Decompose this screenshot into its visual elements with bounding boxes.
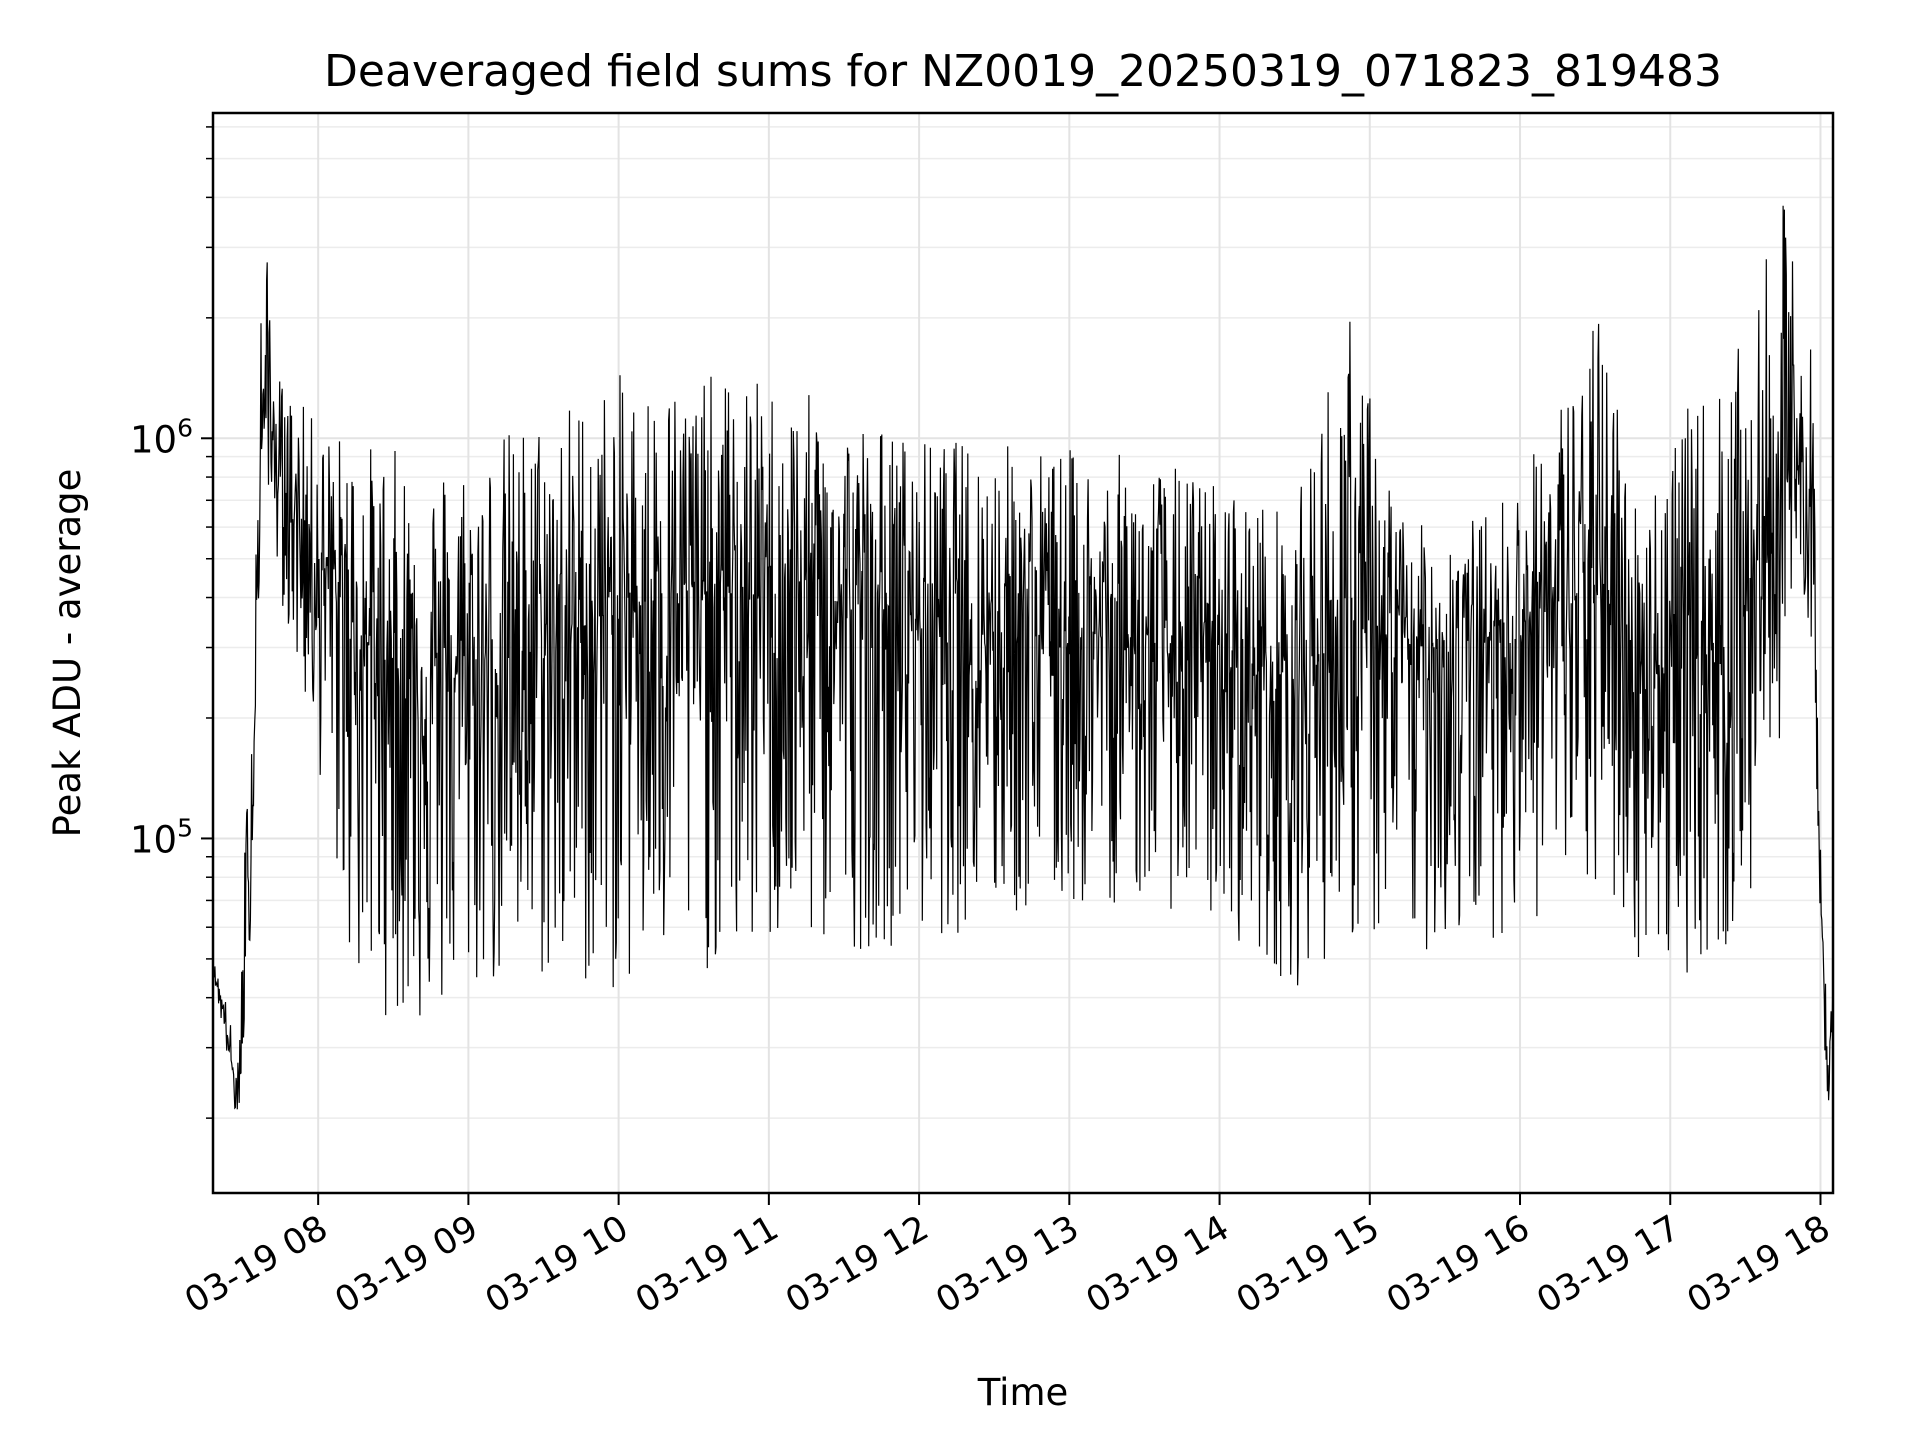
data-line	[212, 205, 1834, 1110]
y-axis-label: Peak ADU - average	[46, 469, 89, 838]
x-axis-label: Time	[977, 1371, 1069, 1414]
y-tick-label: 105	[130, 813, 193, 861]
series-line	[212, 205, 1834, 1110]
plot-frame	[211, 111, 1835, 1195]
y-axis: 105 106	[130, 126, 213, 1119]
y-tick-label: 106	[130, 413, 193, 461]
chart-title: Deaveraged field sums for NZ0019_2025031…	[324, 46, 1722, 97]
